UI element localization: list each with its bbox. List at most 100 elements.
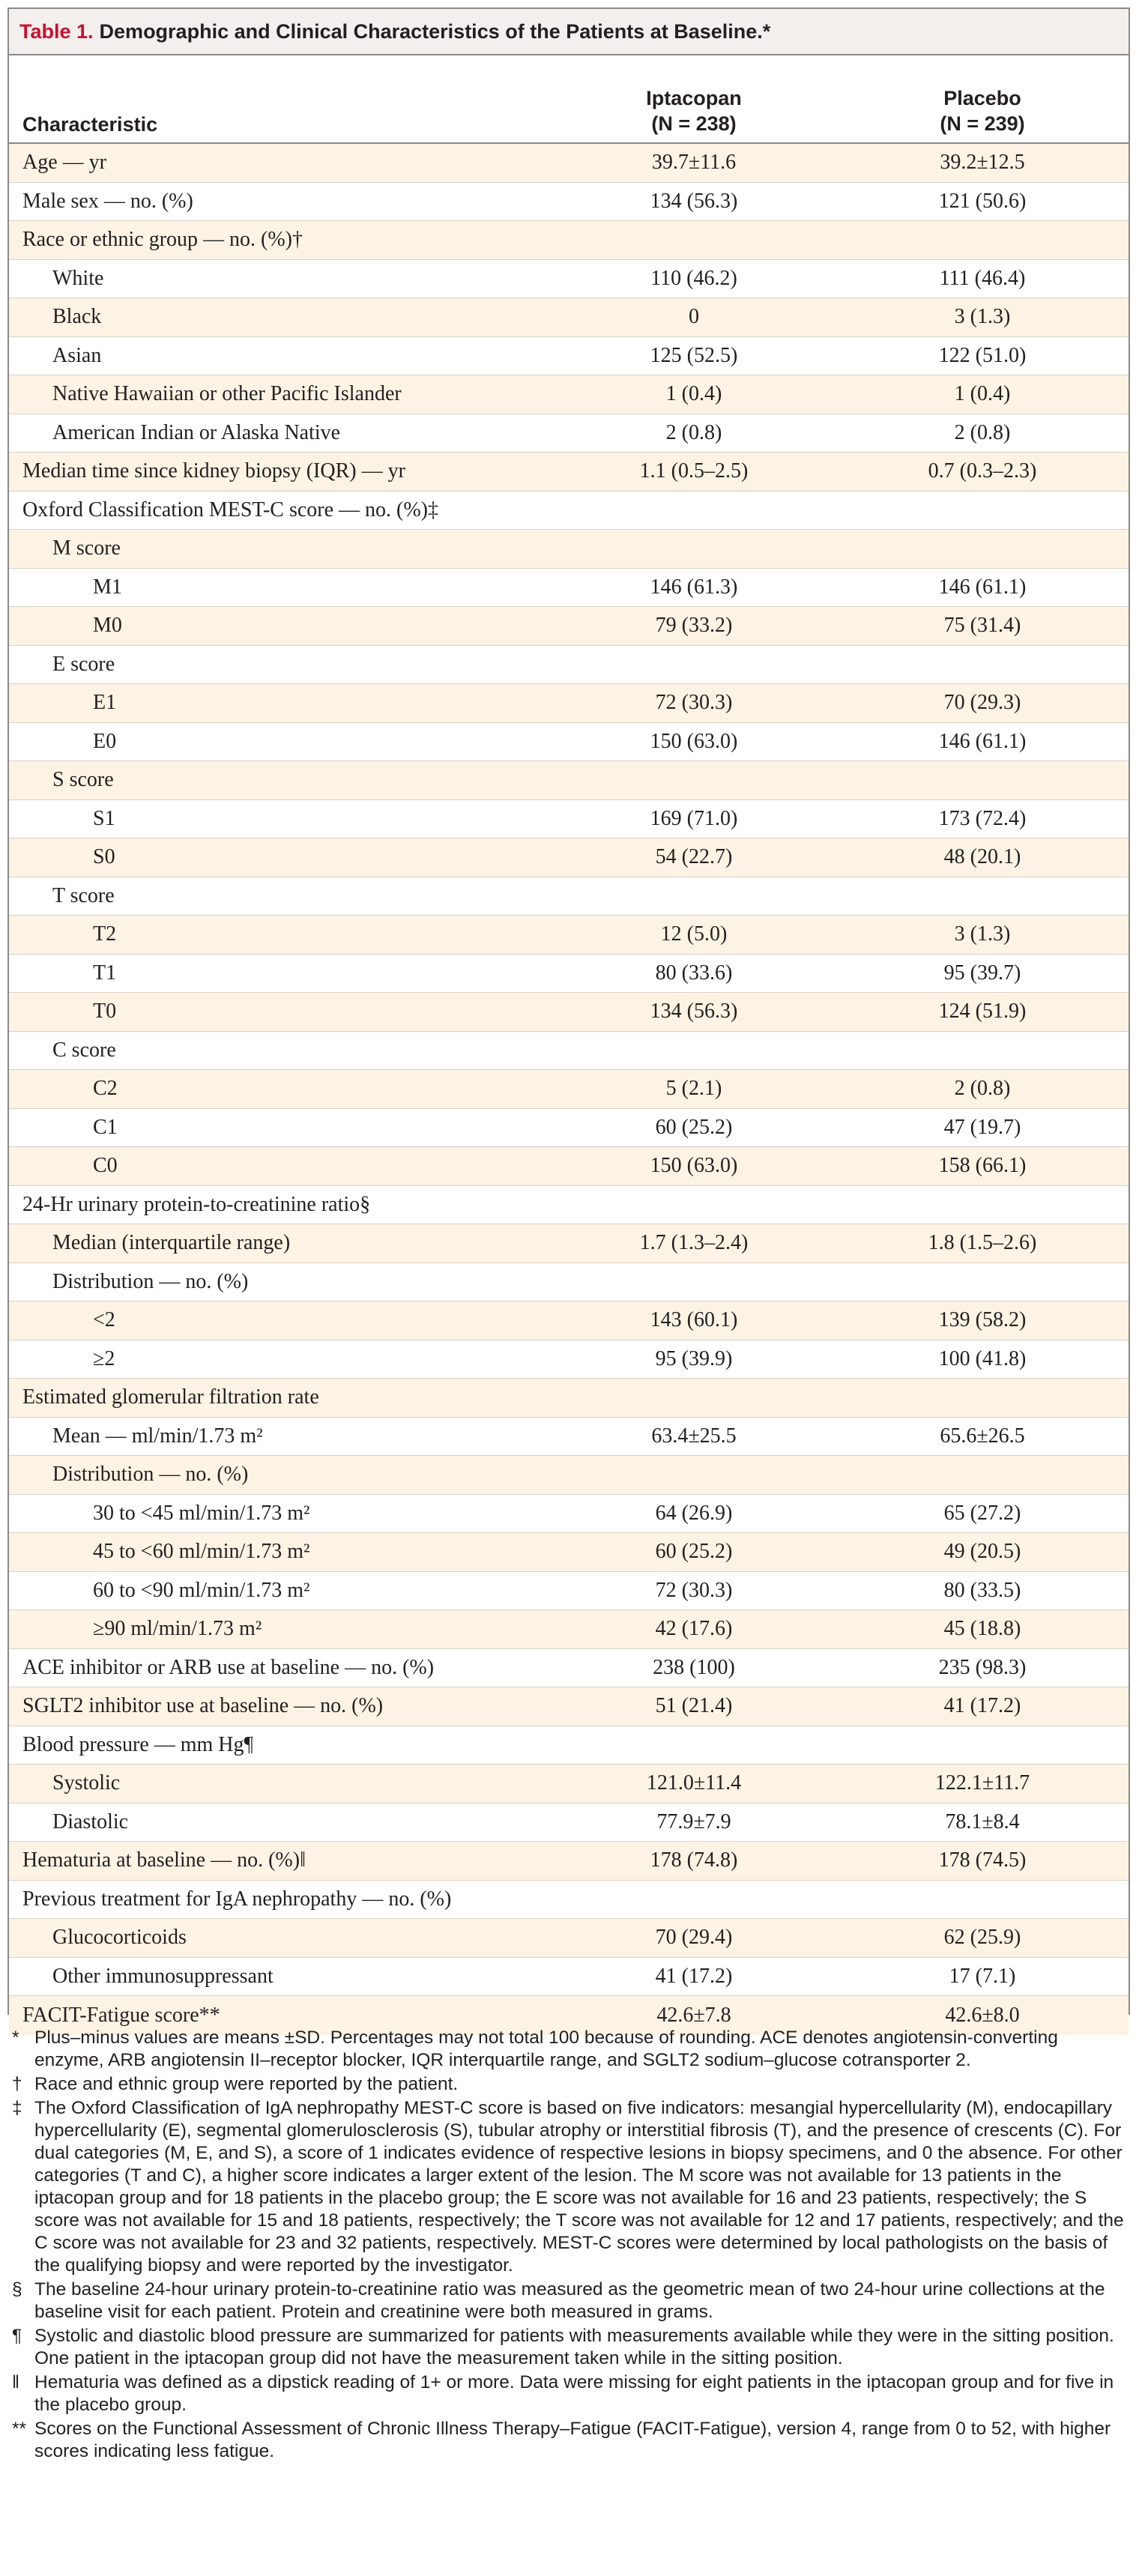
- iptacopan-value: 79 (33.2): [655, 614, 733, 638]
- iptacopan-value: 95 (39.9): [655, 1346, 733, 1370]
- row-label: Previous treatment for IgA nephropathy —…: [22, 1887, 452, 1911]
- table-row: E1 72 (30.3) 70 (29.3): [9, 684, 1129, 723]
- iptacopan-value: 2 (0.8): [665, 420, 722, 444]
- row-label: 30 to <45 ml/min/1.73 m²: [93, 1501, 310, 1525]
- iptacopan-value: 80 (33.6): [655, 961, 733, 985]
- row-label: Diastolic: [52, 1809, 129, 1833]
- iptacopan-value: 60 (25.2): [655, 1115, 733, 1139]
- placebo-value: 146 (61.1): [938, 575, 1027, 599]
- row-label: Native Hawaiian or other Pacific Islande…: [52, 382, 402, 406]
- iptacopan-value: 143 (60.1): [650, 1308, 738, 1332]
- iptacopan-value: 12 (5.0): [660, 922, 728, 946]
- footnote-text: Scores on the Functional Assessment of C…: [34, 2419, 1111, 2461]
- table-row: Age — yr 39.7±11.6 39.2±12.5: [9, 144, 1129, 183]
- iptacopan-value: 72 (30.3): [655, 691, 733, 715]
- table-row: Glucocorticoids 70 (29.4) 62 (25.9): [9, 1919, 1129, 1958]
- table-row: Median time since kidney biopsy (IQR) — …: [9, 453, 1129, 492]
- iptacopan-value: 42.6±7.8: [656, 2003, 731, 2027]
- iptacopan-value: 134 (56.3): [650, 189, 738, 213]
- iptacopan-value: 125 (52.5): [650, 343, 738, 367]
- footnote-text: Plus–minus values are means ±SD. Percent…: [34, 2028, 1058, 2070]
- iptacopan-value: 146 (61.3): [650, 575, 738, 599]
- table-row: White 110 (46.2) 111 (46.4): [9, 260, 1129, 298]
- table-body: Age — yr 39.7±11.6 39.2±12.5 Male sex — no.…: [9, 144, 1129, 2035]
- iptacopan-value: 77.9±7.9: [656, 1809, 731, 1833]
- row-label: 60 to <90 ml/min/1.73 m²: [93, 1578, 310, 1602]
- footnote: § The baseline 24-hour urinary protein-to…: [9, 2279, 1130, 2323]
- table-row: Hematuria at baseline — no. (%)‖ 178 (74.…: [9, 1842, 1129, 1881]
- placebo-value: 45 (18.8): [943, 1617, 1021, 1641]
- footnote-text: The Oxford Classification of IgA nephrop…: [34, 2098, 1124, 2276]
- iptacopan-value: 1.7 (1.3–2.4): [639, 1231, 749, 1255]
- footnote-marker: ‖: [12, 2372, 20, 2392]
- iptacopan-value: 41 (17.2): [655, 1964, 733, 1988]
- iptacopan-value: 39.7±11.6: [651, 151, 737, 175]
- placebo-value: 124 (51.9): [938, 1000, 1027, 1024]
- placebo-value: 122 (51.0): [938, 343, 1027, 367]
- header-placebo-n: (N = 239): [940, 112, 1025, 135]
- placebo-value: 173 (72.4): [938, 806, 1027, 830]
- iptacopan-value: 150 (63.0): [650, 729, 738, 753]
- table-row: Asian 125 (52.5) 122 (51.0): [9, 337, 1129, 375]
- placebo-value: 48 (20.1): [943, 845, 1021, 869]
- footnote: ‡ The Oxford Classification of IgA nephro…: [9, 2097, 1130, 2277]
- row-label: S1: [93, 806, 115, 830]
- iptacopan-value: 72 (30.3): [655, 1578, 733, 1602]
- table-row: Mean — ml/min/1.73 m² 63.4±25.5 65.6±26.5: [9, 1418, 1129, 1456]
- placebo-value: 2 (0.8): [954, 420, 1011, 444]
- row-label: Asian: [52, 343, 102, 367]
- footnote-text: Race and ethnic group were reported by t…: [34, 2074, 459, 2094]
- row-label: Male sex — no. (%): [22, 189, 193, 213]
- iptacopan-value: 150 (63.0): [650, 1154, 738, 1178]
- placebo-value: 3 (1.3): [954, 922, 1011, 946]
- table-row: S1 169 (71.0) 173 (72.4): [9, 800, 1129, 838]
- footnote-marker: *: [12, 2028, 19, 2048]
- header-characteristic: Characteristic: [22, 113, 158, 136]
- row-label: Black: [52, 305, 102, 329]
- placebo-value: 65 (27.2): [943, 1501, 1021, 1525]
- table-row: E0 150 (63.0) 146 (61.1): [9, 723, 1129, 761]
- table-row: American Indian or Alaska Native 2 (0.8) 2…: [9, 414, 1129, 453]
- iptacopan-value: 42 (17.6): [655, 1617, 733, 1641]
- iptacopan-value: 5 (2.1): [665, 1077, 722, 1101]
- table-row: T2 12 (5.0) 3 (1.3): [9, 916, 1129, 955]
- row-label: T1: [93, 961, 117, 985]
- placebo-value: 80 (33.5): [943, 1578, 1021, 1602]
- table-row: M score: [9, 530, 1129, 569]
- baseline-characteristics-table: Table 1. Demographic and Clinical Charac…: [7, 7, 1130, 2035]
- row-label: Mean — ml/min/1.73 m²: [52, 1424, 263, 1448]
- placebo-value: 49 (20.5): [943, 1540, 1021, 1564]
- row-label: ≥2: [93, 1346, 115, 1370]
- table-row: Black 0 3 (1.3): [9, 298, 1129, 337]
- placebo-value: 146 (61.1): [938, 729, 1027, 753]
- placebo-value: 39.2±12.5: [940, 151, 1025, 175]
- placebo-value: 3 (1.3): [954, 305, 1011, 329]
- placebo-value: 122.1±11.7: [934, 1771, 1030, 1795]
- row-label: ACE inhibitor or ARB use at baseline — n…: [22, 1655, 435, 1679]
- header-placebo: Placebo (N = 239): [836, 85, 1129, 136]
- table-row: Previous treatment for IgA nephropathy —…: [9, 1881, 1129, 1919]
- row-label: M1: [93, 575, 122, 599]
- table-number: Table 1.: [19, 19, 94, 43]
- iptacopan-value: 54 (22.7): [655, 845, 733, 869]
- row-label: Distribution — no. (%): [52, 1463, 249, 1487]
- table-row: Systolic 121.0±11.4 122.1±11.7: [9, 1765, 1129, 1803]
- table-row: T score: [9, 877, 1129, 916]
- table-row: ≥2 95 (39.9) 100 (41.8): [9, 1340, 1129, 1379]
- row-label: S score: [52, 768, 114, 792]
- placebo-value: 1.8 (1.5–2.6): [928, 1231, 1037, 1255]
- footnote-marker: ¶: [12, 2326, 22, 2346]
- header-placebo-label: Placebo: [943, 87, 1021, 109]
- iptacopan-value: 0: [689, 305, 699, 329]
- footnote-marker: ‡: [12, 2098, 22, 2118]
- footnote: ** Scores on the Functional Assessment of…: [9, 2418, 1130, 2463]
- placebo-value: 111 (46.4): [939, 266, 1026, 290]
- iptacopan-value: 178 (74.8): [650, 1848, 738, 1872]
- table-row: C0 150 (63.0) 158 (66.1): [9, 1147, 1129, 1186]
- table-footnotes: * Plus–minus values are means ±SD. Percen…: [9, 2027, 1130, 2464]
- iptacopan-value: 134 (56.3): [650, 1000, 738, 1024]
- row-label: SGLT2 inhibitor use at baseline — no. (%…: [22, 1694, 384, 1718]
- placebo-value: 95 (39.7): [943, 961, 1021, 985]
- header-iptacopan-n: (N = 238): [651, 112, 737, 135]
- iptacopan-value: 51 (21.4): [655, 1694, 733, 1718]
